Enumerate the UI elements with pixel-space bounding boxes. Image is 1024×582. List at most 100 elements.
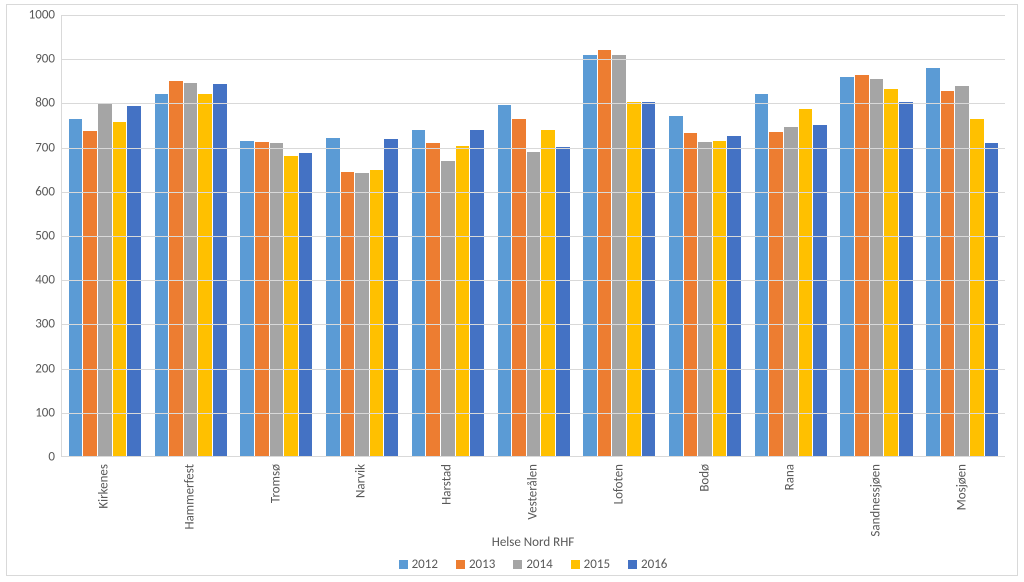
legend-swatch [628,560,637,569]
x-tick-label: Bodø [662,464,748,534]
y-tick-label: 700 [15,140,55,155]
legend-item: 2013 [456,557,495,572]
bar [384,139,398,456]
bar [412,130,426,456]
x-tick-label: Narvik [318,464,404,534]
y-tick-label: 800 [15,96,55,111]
y-tick-label: 0 [15,450,55,465]
legend-label: 2012 [412,557,438,572]
x-axis-category-labels: KirkenesHammerfestTromsøNarvikHarstadVes… [61,464,1005,534]
bar [642,102,656,456]
bar [799,109,813,456]
grid-line [62,103,1005,104]
legend-label: 2013 [469,557,495,572]
bar [155,94,169,456]
x-tick-label: Kirkenes [61,464,147,534]
bar [83,131,97,456]
legend-label: 2014 [526,557,552,572]
bar [69,119,83,456]
bar [198,94,212,456]
y-tick-label: 200 [15,361,55,376]
bar [784,127,798,456]
bar [598,50,612,456]
bar [541,130,555,456]
grid-line [62,59,1005,60]
bar [299,153,313,456]
bar [840,77,854,456]
grid-line [62,236,1005,237]
bar [855,75,869,456]
bar [884,89,898,456]
bar [684,133,698,456]
grid-line [62,148,1005,149]
bar [926,68,940,456]
legend-item: 2014 [513,557,552,572]
legend-swatch [513,560,522,569]
bar [627,102,641,456]
y-tick-label: 1000 [15,8,55,23]
bar [326,138,340,456]
bar [669,116,683,456]
bar [870,79,884,456]
grid-line [62,369,1005,370]
x-axis-title: Helse Nord RHF [61,535,1005,550]
y-tick-label: 400 [15,273,55,288]
bar [113,122,127,456]
x-tick-label: Tromsø [233,464,319,534]
chart-container: 0 100 200 300 400 500 600 700 800 900 1000 Kirkene… [6,4,1018,576]
bar [441,161,455,456]
legend-item: 2015 [571,557,610,572]
legend-swatch [399,560,408,569]
bar [985,143,999,456]
x-tick-label: Hammerfest [147,464,233,534]
x-tick-label: Sandnessjøen [833,464,919,534]
bar [970,119,984,456]
x-tick-label: Mosjøen [919,464,1005,534]
legend-swatch [456,560,465,569]
grid-line [62,15,1005,16]
legend-label: 2016 [641,557,667,572]
legend-swatch [571,560,580,569]
y-tick-label: 100 [15,405,55,420]
bar [583,55,597,456]
bar [527,152,541,456]
bar [512,119,526,456]
y-tick-label: 500 [15,229,55,244]
bar [713,141,727,456]
bar [755,94,769,456]
x-tick-label: Harstad [404,464,490,534]
bar [955,86,969,456]
bar [255,142,269,456]
bar [426,143,440,456]
bar [169,81,183,456]
bar [284,156,298,456]
x-tick-label: Lofoten [576,464,662,534]
grid-line [62,280,1005,281]
bar [240,141,254,456]
legend: 2012 2013 2014 2015 2016 [61,557,1005,572]
bar [727,136,741,456]
grid-line [62,324,1005,325]
bar [769,132,783,456]
bar [270,143,284,456]
y-tick-label: 900 [15,52,55,67]
legend-item: 2016 [628,557,667,572]
legend-item: 2012 [399,557,438,572]
bar [941,91,955,456]
bar [612,55,626,456]
bar [899,102,913,456]
bar [813,125,827,456]
legend-label: 2015 [584,557,610,572]
bar [556,147,570,456]
bar [213,84,227,456]
plot-area [61,15,1005,457]
bar [470,130,484,456]
y-tick-label: 300 [15,317,55,332]
x-tick-label: Rana [748,464,834,534]
bar [184,83,198,456]
y-tick-label: 600 [15,184,55,199]
x-tick-label: Vesterålen [490,464,576,534]
bar [698,142,712,456]
grid-line [62,192,1005,193]
grid-line [62,413,1005,414]
